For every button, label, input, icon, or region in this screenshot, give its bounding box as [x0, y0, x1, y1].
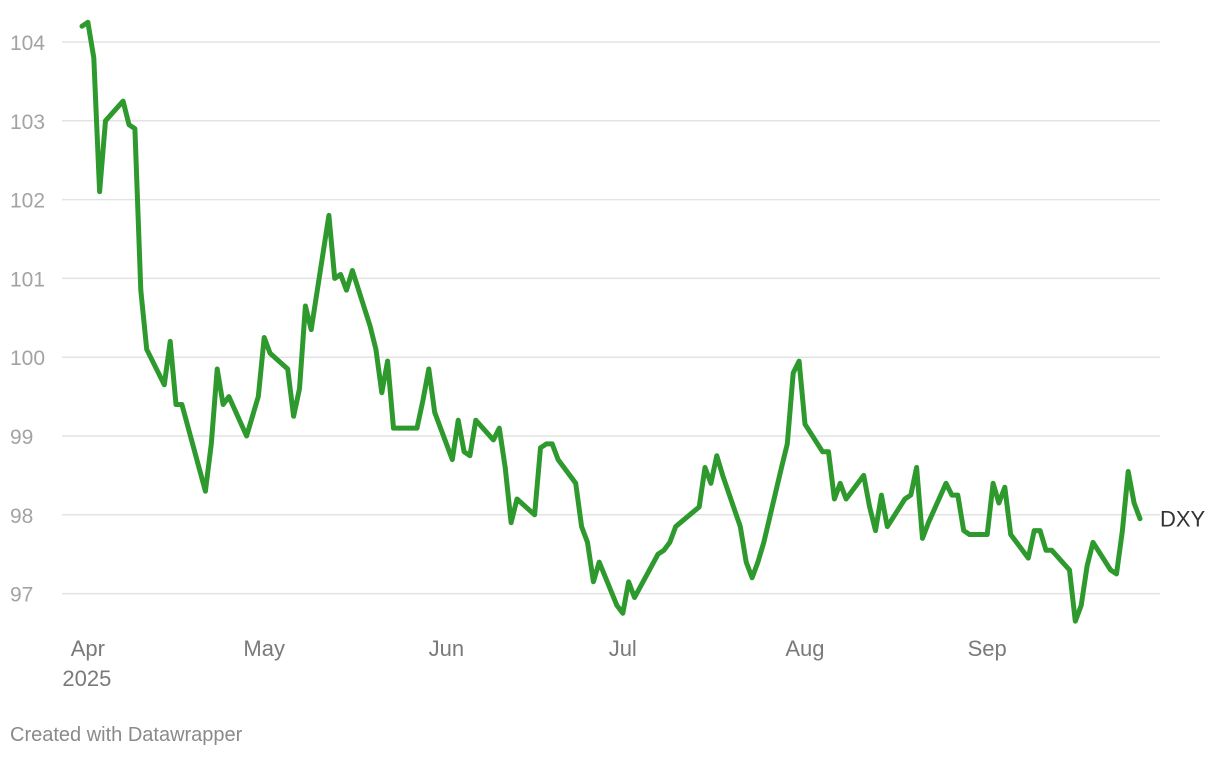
x-tick-label: Apr — [71, 636, 105, 661]
y-tick-label: 100 — [10, 347, 45, 370]
y-tick-label: 101 — [10, 268, 45, 291]
x-tick-label: Sep — [968, 636, 1007, 661]
y-tick-label: 103 — [10, 111, 45, 134]
y-tick-label: 104 — [10, 32, 45, 55]
y-axis-ticks: 97 98 99 100 101 102 103 104 — [10, 32, 45, 607]
gridlines — [62, 41, 1160, 595]
x-axis-ticks: Apr 2025 May Jun Jul Aug Sep — [62, 636, 1006, 691]
series-layer: DXY — [79, 19, 1206, 624]
x-tick-label: Jul — [609, 636, 637, 661]
x-tick-label: Jun — [429, 636, 464, 661]
y-tick-label: 98 — [10, 505, 33, 528]
series-line-dxy — [79, 19, 1143, 624]
x-tick-sublabel: 2025 — [62, 666, 111, 691]
y-tick-label: 99 — [10, 426, 33, 449]
datawrapper-credit: Created with Datawrapper — [10, 724, 243, 746]
x-tick-label: Aug — [785, 636, 824, 661]
x-tick-label: May — [243, 636, 285, 661]
series-label-dxy: DXY — [1160, 507, 1206, 532]
y-tick-label: 102 — [10, 190, 45, 213]
y-tick-label: 97 — [10, 584, 33, 607]
